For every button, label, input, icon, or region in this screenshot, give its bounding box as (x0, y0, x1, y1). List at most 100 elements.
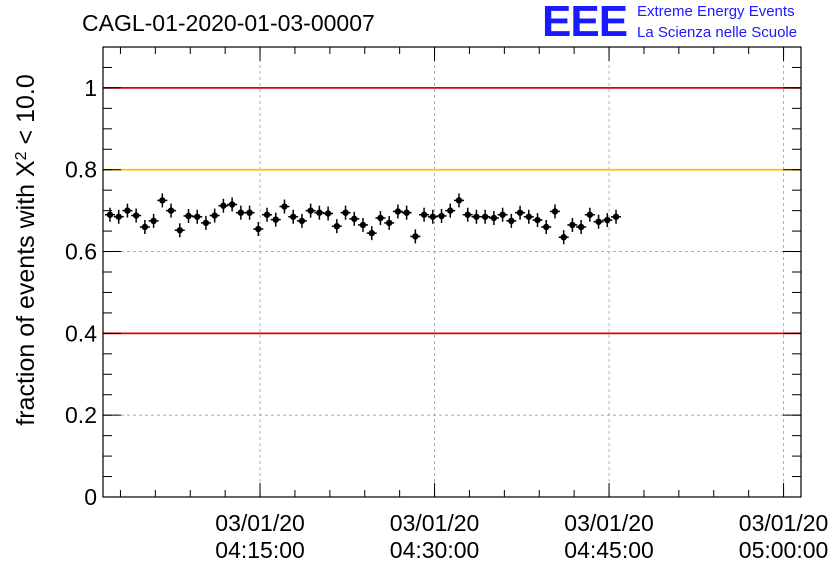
marker (447, 207, 454, 214)
marker (290, 213, 297, 220)
data-point (131, 208, 142, 223)
data-point (113, 209, 124, 224)
marker (333, 222, 341, 230)
marker (464, 211, 471, 218)
x-tick-label-date: 03/01/20 (739, 510, 829, 536)
marker (272, 216, 279, 223)
x-tick-label-date: 03/01/20 (564, 510, 654, 536)
marker (132, 212, 140, 219)
marker (455, 197, 463, 204)
data-point (253, 222, 264, 237)
marker (115, 213, 122, 220)
axis-ticks (103, 46, 801, 498)
y-tick-label: 0.8 (65, 157, 97, 183)
data-point (497, 207, 508, 222)
data-point (262, 207, 273, 222)
x-tick-label-date: 03/01/20 (215, 510, 305, 536)
data-point (358, 217, 369, 232)
data-point (523, 209, 534, 224)
data-point (611, 209, 622, 224)
data-point (506, 213, 517, 228)
marker (481, 213, 489, 220)
marker (499, 211, 506, 218)
marker (420, 211, 428, 218)
data-point (244, 205, 255, 220)
data-point (453, 193, 464, 208)
marker (342, 209, 349, 216)
marker (141, 223, 149, 231)
marker (612, 213, 620, 220)
data-point (288, 209, 299, 224)
marker (298, 217, 306, 225)
marker (202, 219, 210, 227)
x-tick-label-time: 04:30:00 (390, 537, 480, 563)
marker (569, 221, 576, 229)
data-point (515, 205, 526, 220)
data-point (419, 207, 430, 222)
data-point (410, 229, 421, 244)
marker (324, 210, 332, 217)
data-point (209, 208, 220, 223)
marker (359, 221, 367, 229)
data-point (314, 205, 325, 220)
data-point (471, 209, 482, 224)
marker (595, 218, 602, 225)
marker (255, 225, 262, 233)
x-tick-label-time: 05:00:00 (739, 537, 829, 563)
data-point (532, 213, 543, 228)
marker (534, 216, 541, 224)
marker (281, 203, 288, 210)
data-point (174, 223, 185, 238)
chart-title: CAGL-01-2020-01-03-00007 (82, 10, 375, 36)
data-point (480, 209, 491, 224)
marker (377, 214, 384, 222)
marker (368, 229, 375, 237)
marker (577, 223, 585, 231)
data-point (567, 217, 578, 232)
data-point (576, 220, 587, 234)
marker (159, 197, 166, 204)
data-point (593, 214, 604, 229)
grid-lines (103, 47, 801, 497)
marker (307, 207, 314, 214)
marker (438, 212, 445, 220)
y-axis-label: fraction of events with Χ2 < 10.0 (12, 74, 40, 425)
marker (516, 209, 524, 216)
data-point (427, 209, 438, 224)
marker (228, 201, 236, 208)
eee-logo: EEE (542, 0, 628, 46)
y-tick-label: 0.6 (65, 239, 97, 265)
data-point (384, 215, 395, 230)
data-point (279, 199, 290, 214)
data-point (296, 213, 307, 228)
data-point (104, 207, 115, 222)
marker (176, 227, 183, 234)
marker (586, 211, 594, 218)
marker (220, 202, 227, 209)
data-point (323, 206, 334, 221)
y-axis-label-tail: < 10.0 (12, 74, 40, 151)
data-point (235, 205, 246, 220)
data-point (270, 212, 281, 227)
marker (604, 216, 611, 224)
marker (543, 223, 550, 231)
data-point (148, 213, 159, 228)
marker (124, 207, 131, 214)
data-point (227, 197, 238, 212)
y-axis-label-sup: 2 (13, 151, 30, 160)
marker (263, 211, 271, 218)
data-point (183, 208, 194, 223)
data-point (192, 209, 203, 224)
logo-line-1: Extreme Energy Events (637, 3, 795, 20)
marker (185, 212, 192, 220)
data-point (445, 203, 456, 218)
marker (385, 219, 393, 227)
y-tick-label: 0 (84, 484, 97, 510)
marker (351, 215, 358, 223)
marker (167, 207, 175, 214)
y-tick-label: 1 (84, 75, 97, 101)
data-point (139, 220, 150, 234)
data-point (157, 193, 168, 208)
marker (560, 234, 567, 241)
